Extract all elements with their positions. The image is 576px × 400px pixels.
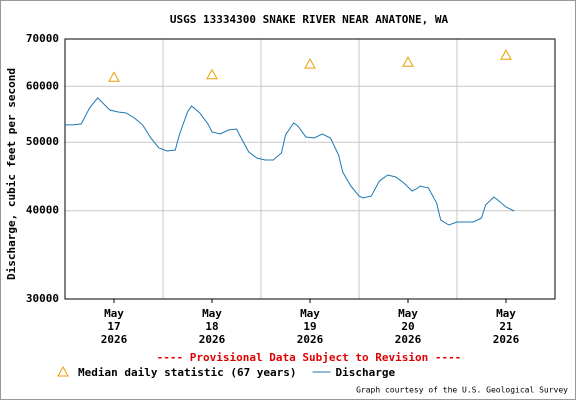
x-tick-label: 20 <box>401 320 414 333</box>
chart-title: USGS 13334300 SNAKE RIVER NEAR ANATONE, … <box>170 13 449 26</box>
x-tick-label: 2026 <box>101 333 128 346</box>
x-tick-label: 2026 <box>199 333 226 346</box>
median-marker <box>500 49 512 60</box>
x-tick-label: 21 <box>499 320 513 333</box>
y-tick-label: 60000 <box>26 79 59 92</box>
x-tick-label: 18 <box>205 320 218 333</box>
legend-label: Discharge <box>336 366 396 379</box>
x-tick-label: 2026 <box>493 333 520 346</box>
annotation: ---- Provisional Data Subject to Revisio… <box>157 351 462 364</box>
x-tick-label: May <box>496 307 516 320</box>
credit: Graph courtesy of the U.S. Geological Su… <box>356 386 568 395</box>
x-tick-label: 2026 <box>297 333 324 346</box>
median-marker <box>206 68 218 80</box>
x-tick-label: 19 <box>303 320 316 333</box>
x-tick-label: May <box>202 307 222 320</box>
x-tick-label: 2026 <box>395 333 422 346</box>
y-tick-label: 50000 <box>26 135 59 148</box>
y-axis-label: Discharge, cubic feet per second <box>5 68 18 280</box>
median-marker <box>402 56 414 67</box>
x-tick-label: 17 <box>107 320 120 333</box>
x-tick-label: May <box>300 307 320 320</box>
median-marker <box>108 71 120 82</box>
y-tick-label: 70000 <box>26 32 59 45</box>
x-tick-label: May <box>104 307 124 320</box>
median-marker <box>304 58 316 69</box>
discharge-line <box>65 97 515 226</box>
y-tick-label: 40000 <box>26 204 59 217</box>
x-tick-label: May <box>398 307 418 320</box>
y-tick-label: 30000 <box>26 292 59 305</box>
legend-label: Median daily statistic (67 years) <box>78 366 297 379</box>
legend-marker <box>57 365 69 377</box>
